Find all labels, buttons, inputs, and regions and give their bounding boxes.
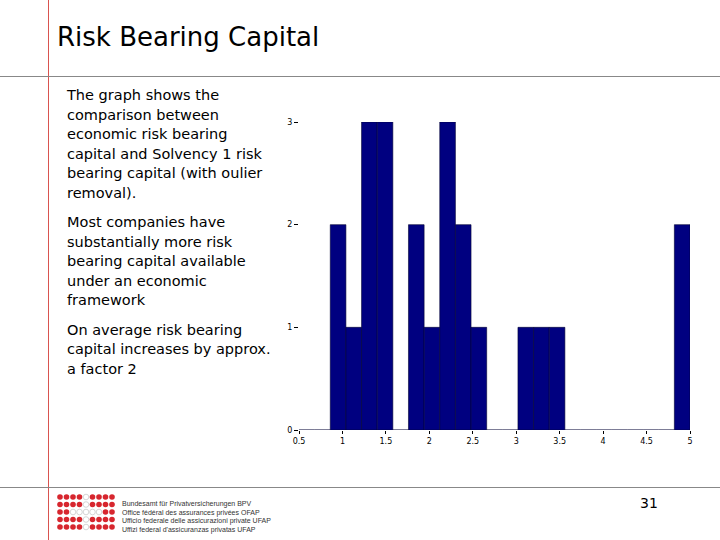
html-text:On average risk bearing capita: On average risk bearing capital increase… bbox=[67, 321, 271, 377]
svg-text:3: 3 bbox=[514, 437, 519, 446]
html-text:Office fédéral des assurances: Office fédéral des assurances privées OF… bbox=[122, 508, 260, 516]
svg-text:2: 2 bbox=[287, 220, 292, 229]
svg-text:0.5: 0.5 bbox=[293, 437, 306, 446]
html-text:Most companies have substantia: Most companies have substantially more r… bbox=[67, 214, 246, 308]
html-text:Ufficio federale delle assicur: Ufficio federale delle assicurazioni pri… bbox=[122, 517, 271, 524]
svg-text:0: 0 bbox=[287, 426, 292, 435]
svg-text:2.5: 2.5 bbox=[466, 437, 479, 446]
html-text:Uffizi federal d'assicuranzas: Uffizi federal d'assicuranzas privatas U… bbox=[122, 525, 256, 533]
svg-text:1.5: 1.5 bbox=[380, 437, 393, 446]
html-text:31: 31 bbox=[640, 495, 658, 511]
html-text:Risk Bearing Capital: Risk Bearing Capital bbox=[57, 22, 320, 52]
svg-text:4: 4 bbox=[601, 437, 606, 446]
svg-text:2: 2 bbox=[427, 437, 432, 446]
html-text:Bundesamt für Privatversicheru: Bundesamt für Privatversicherungen BPV bbox=[122, 500, 252, 507]
svg-text:4.5: 4.5 bbox=[640, 437, 653, 446]
svg-text:1: 1 bbox=[340, 437, 345, 446]
svg-text:5: 5 bbox=[687, 437, 692, 446]
svg-text:1: 1 bbox=[287, 323, 292, 332]
svg-text:3.5: 3.5 bbox=[553, 437, 566, 446]
svg-text:3: 3 bbox=[287, 118, 292, 127]
html-text:The graph shows the comparison: The graph shows the comparison between e… bbox=[67, 87, 263, 201]
